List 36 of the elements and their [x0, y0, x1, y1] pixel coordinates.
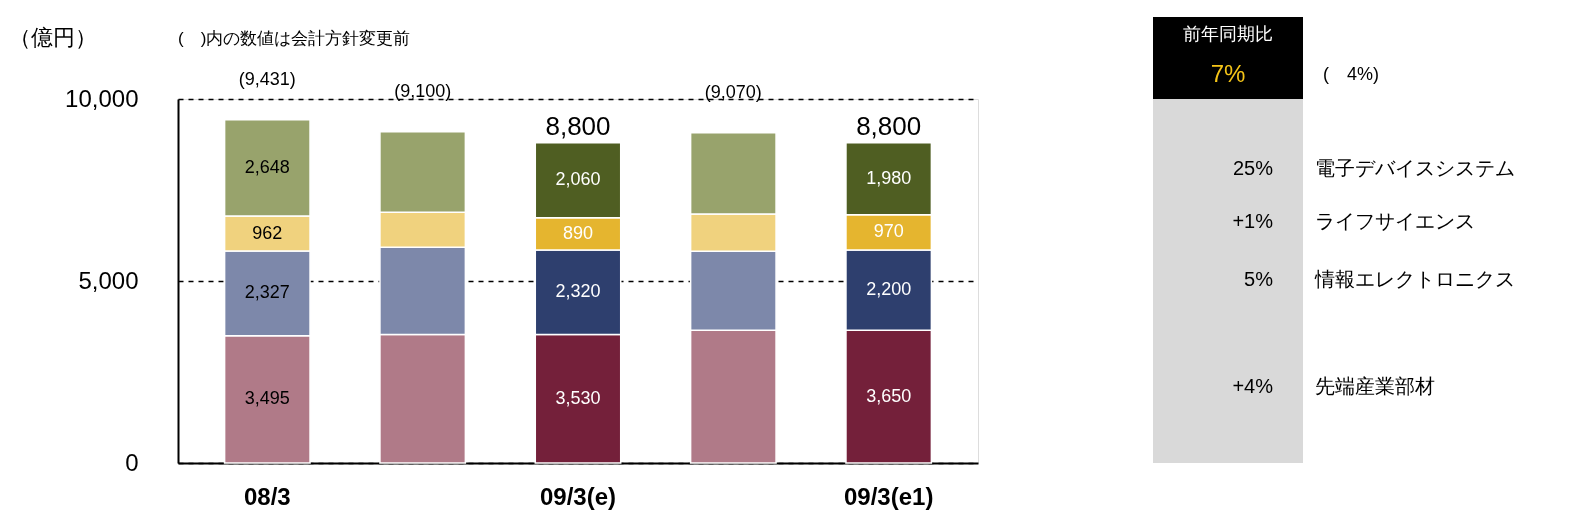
- total-label: (9,070): [704, 81, 762, 102]
- x-tick-label: 09/3(e1): [843, 482, 934, 510]
- text: 先端産業部材: [1315, 374, 1435, 397]
- data-label: 1,980: [866, 167, 912, 188]
- data-label: 2,200: [866, 279, 912, 300]
- data-label: 2,060: [555, 169, 601, 190]
- y-axis-title: （億円）: [8, 24, 97, 50]
- total-label: (9,100): [394, 80, 452, 101]
- text: 情報エレクトロニクス: [1314, 268, 1515, 291]
- data-label: 2,327: [244, 282, 290, 303]
- text: 前年同期比: [1183, 24, 1273, 44]
- text: ( 4%): [1323, 64, 1380, 84]
- total-label: 8,800: [545, 110, 611, 141]
- data-label: 890: [562, 222, 594, 243]
- text: +1%: [1232, 210, 1274, 233]
- y-tick-label: 0: [125, 448, 139, 476]
- x-tick-label: 08/3: [243, 482, 291, 510]
- data-label: 3,650: [866, 385, 912, 406]
- text: ( )内の数値は会計方針変更前: [178, 29, 411, 48]
- text: 25%: [1232, 156, 1274, 179]
- y-tick-label: 5,000: [78, 266, 139, 294]
- data-label: 970: [873, 221, 904, 242]
- data-label: 3,495: [244, 388, 290, 409]
- data-label: 962: [252, 222, 283, 243]
- data-label: 3,530: [555, 387, 601, 408]
- data-label: 2,320: [555, 281, 601, 302]
- y-tick-label: 10,000: [65, 84, 139, 112]
- x-tick-label: 09/3(e): [539, 482, 617, 510]
- text: ライフサイエンス: [1315, 210, 1475, 233]
- text: 7%: [1210, 60, 1246, 87]
- data-label: 2,648: [244, 156, 290, 177]
- text: 5%: [1244, 268, 1274, 291]
- text: 電子デバイスシステム: [1315, 156, 1515, 179]
- total-label: (9,431): [238, 68, 296, 89]
- total-label: 8,800: [856, 110, 922, 141]
- text: +4%: [1232, 374, 1274, 397]
